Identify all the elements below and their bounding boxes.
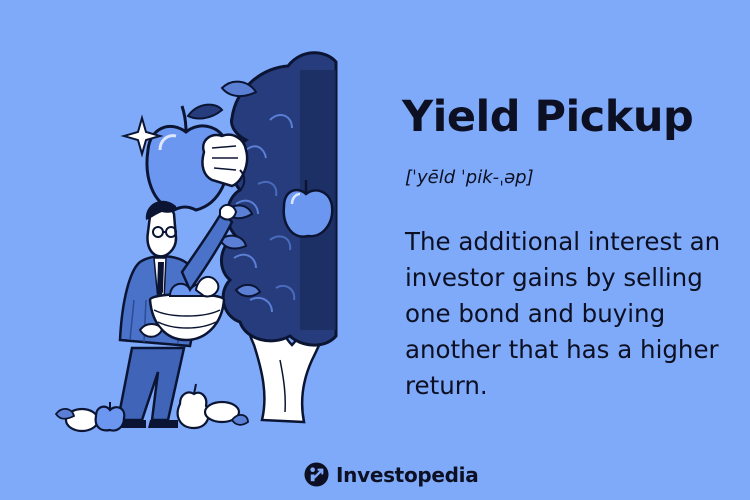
basket-icon [138,275,226,342]
hand-icon [201,133,249,193]
pronunciation: [ˈyēld ˈpik-ˌəp] [405,167,534,188]
sparkle-icon [120,114,164,158]
hanging-apple-icon [282,180,334,238]
pear-icon [176,383,210,430]
definition-text: The additional interest an investor gain… [405,227,721,400]
brand-footer: Investopedia [304,462,479,487]
investopedia-logo-icon [304,462,329,487]
apple-ground-icon [94,402,126,432]
ground-leaf-icon [54,408,249,426]
term-title: Yield Pickup [402,92,694,142]
brand-name: Investopedia [336,462,479,487]
